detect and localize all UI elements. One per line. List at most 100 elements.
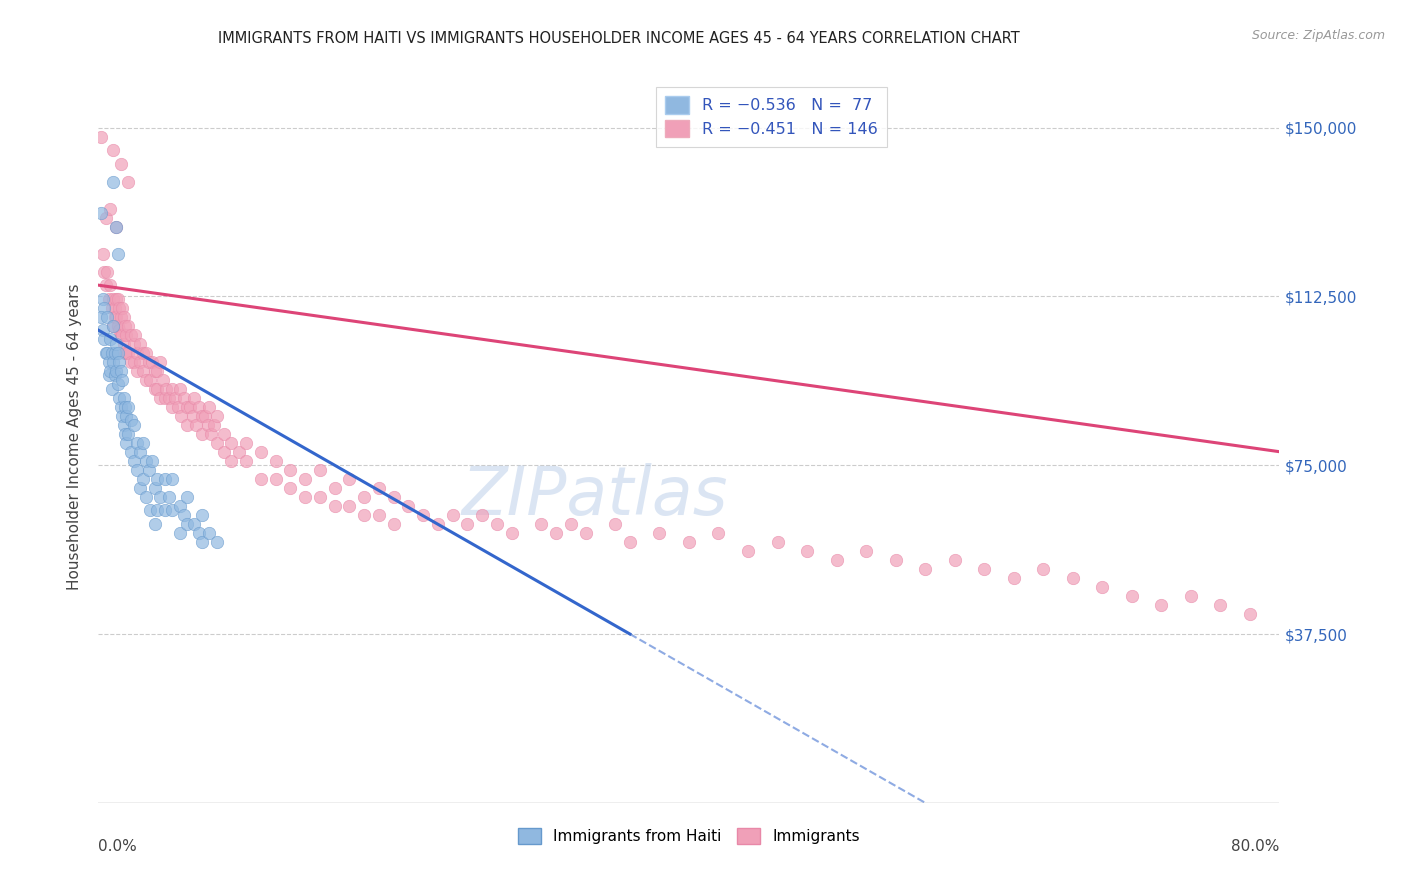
Point (309, 463, 332, 477)
Point (191, 534, 214, 549)
Point (132, 364, 155, 378)
Point (176, 490, 198, 504)
Point (107, 318, 129, 333)
Point (1062, 571, 1084, 585)
Point (117, 345, 139, 359)
Point (153, 503, 176, 517)
Point (108, 391, 131, 405)
Point (132, 435, 155, 450)
Point (471, 508, 494, 522)
Point (737, 543, 759, 558)
Point (280, 463, 302, 477)
Point (280, 481, 302, 495)
Point (212, 426, 235, 441)
Point (169, 499, 191, 513)
Point (112, 391, 135, 405)
Text: 0.0%: 0.0% (98, 839, 138, 855)
Point (120, 327, 142, 342)
Point (191, 426, 214, 441)
Point (855, 543, 877, 558)
Point (114, 426, 136, 441)
Point (110, 310, 132, 324)
Point (678, 534, 700, 549)
Point (1091, 580, 1114, 594)
Point (1121, 589, 1143, 603)
Point (98, 332, 121, 346)
Point (176, 400, 198, 414)
Point (94, 345, 117, 359)
Point (125, 345, 148, 359)
Point (191, 409, 214, 423)
Point (128, 444, 150, 458)
Point (153, 391, 176, 405)
Point (122, 453, 145, 467)
Point (128, 354, 150, 368)
Point (139, 373, 162, 387)
Point (825, 553, 848, 567)
Y-axis label: Householder Income Ages 45 - 64 years: Householder Income Ages 45 - 64 years (67, 284, 83, 591)
Point (103, 318, 125, 333)
Point (339, 499, 361, 513)
Point (294, 490, 316, 504)
Point (125, 364, 148, 378)
Point (128, 336, 150, 351)
Point (98, 202, 121, 216)
Point (575, 525, 598, 540)
Point (165, 391, 187, 405)
Point (90, 206, 112, 220)
Point (353, 508, 375, 522)
Point (112, 310, 135, 324)
Point (104, 368, 127, 383)
Point (973, 562, 995, 576)
Point (202, 417, 225, 432)
Point (162, 382, 183, 396)
Point (323, 481, 346, 495)
Point (117, 318, 139, 333)
Point (412, 508, 434, 522)
Point (152, 373, 174, 387)
Point (149, 354, 172, 368)
Point (264, 453, 287, 467)
Point (221, 435, 243, 450)
Point (115, 409, 138, 423)
Point (139, 503, 162, 517)
Point (235, 435, 257, 450)
Point (221, 453, 243, 467)
Point (943, 553, 966, 567)
Point (108, 354, 131, 368)
Point (108, 323, 131, 337)
Point (398, 499, 420, 513)
Point (173, 508, 195, 522)
Point (149, 391, 172, 405)
Point (135, 373, 157, 387)
Point (162, 400, 183, 414)
Point (111, 301, 134, 315)
Point (135, 345, 157, 359)
Point (114, 318, 136, 333)
Point (184, 417, 207, 432)
Point (143, 364, 166, 378)
Point (169, 525, 191, 540)
Point (125, 435, 148, 450)
Point (103, 175, 125, 189)
Point (90, 310, 112, 324)
Point (120, 444, 142, 458)
Point (187, 525, 209, 540)
Point (167, 400, 190, 414)
Point (90, 129, 112, 144)
Point (91, 292, 114, 306)
Point (143, 516, 166, 531)
Point (128, 481, 150, 495)
Point (111, 373, 134, 387)
Point (105, 219, 128, 234)
Point (107, 246, 129, 260)
Point (187, 400, 209, 414)
Point (368, 508, 391, 522)
Point (122, 354, 145, 368)
Point (205, 409, 228, 423)
Point (96, 310, 118, 324)
Point (103, 292, 125, 306)
Point (157, 490, 180, 504)
Point (200, 426, 222, 441)
Point (122, 417, 145, 432)
